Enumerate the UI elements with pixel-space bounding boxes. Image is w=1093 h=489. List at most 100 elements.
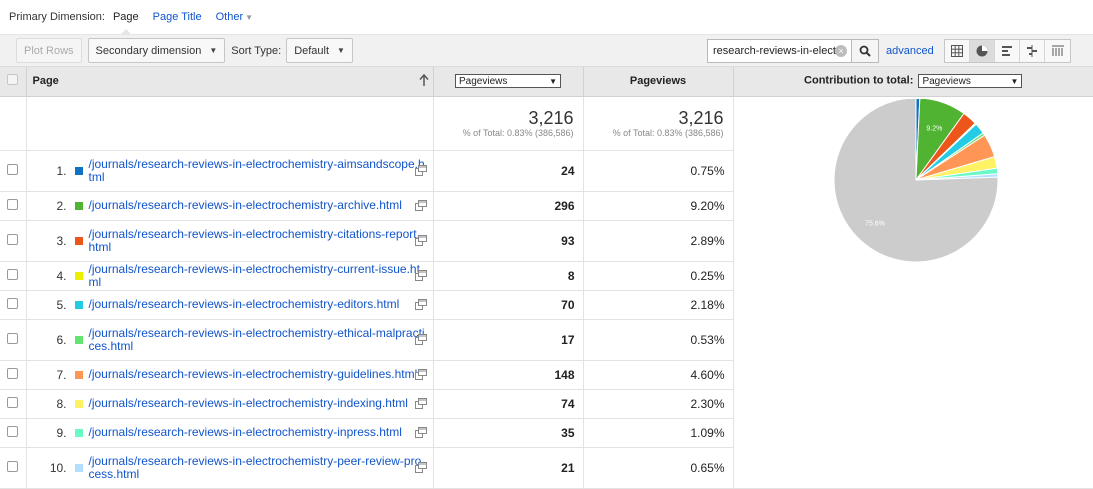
table-toolbar: Plot Rows Secondary dimension▼ Sort Type… [0, 34, 1093, 67]
contribution-select[interactable]: Pageviews ▼ [918, 74, 1022, 88]
page-cell: 9./journals/research-reviews-in-electroc… [26, 418, 433, 447]
page-link[interactable]: /journals/research-reviews-in-electroche… [89, 263, 427, 289]
open-external-icon[interactable] [415, 235, 427, 246]
row-index: 6. [41, 333, 67, 347]
row-checkbox[interactable] [7, 234, 18, 245]
open-external-icon[interactable] [415, 334, 427, 345]
select-all-checkbox[interactable] [7, 74, 18, 85]
row-index: 3. [41, 234, 67, 248]
metric-select-header: Pageviews▼ [433, 67, 583, 96]
total-value-2: 3,216 [584, 108, 733, 128]
row-index: 2. [41, 199, 67, 213]
open-external-icon[interactable] [415, 427, 427, 438]
row-checkbox[interactable] [7, 333, 18, 344]
advanced-filter-link[interactable]: advanced [886, 45, 934, 57]
series-color-swatch [75, 167, 83, 175]
page-link[interactable]: /journals/research-reviews-in-electroche… [89, 397, 427, 410]
total-sub-2: % of Total: 0.83% (386,586) [584, 128, 733, 138]
page-cell: 2. /journals/research-reviews-in-electroc… [26, 191, 433, 220]
view-term-cloud-button[interactable] [1045, 40, 1070, 62]
pageviews-column-header[interactable]: Pageviews [583, 67, 733, 96]
pageviews-value: 17 [433, 319, 583, 360]
dimension-page-title-link[interactable]: Page Title [153, 11, 202, 23]
series-color-swatch [75, 272, 83, 280]
pageviews-value: 296 [433, 191, 583, 220]
page-column-label: Page [33, 75, 59, 87]
view-table-button[interactable] [945, 40, 970, 62]
page-link[interactable]: /journals/research-reviews-in-electroche… [89, 327, 427, 353]
pageviews-value: 148 [433, 360, 583, 389]
pie-chart-icon [976, 45, 988, 57]
chevron-down-icon: ▼ [549, 77, 557, 86]
row-checkbox[interactable] [7, 298, 18, 309]
metric-select[interactable]: Pageviews▼ [455, 74, 561, 88]
pageviews-value: 8 [433, 261, 583, 290]
data-table: Page Pageviews▼ Pageviews Contribution t… [0, 67, 1093, 489]
row-checkbox[interactable] [7, 368, 18, 379]
open-external-icon[interactable] [415, 200, 427, 211]
table-header-row: Page Pageviews▼ Pageviews Contribution t… [0, 67, 1093, 96]
series-color-swatch [75, 371, 83, 379]
view-comparison-button[interactable] [1020, 40, 1045, 62]
row-checkbox[interactable] [7, 426, 18, 437]
contribution-select-value: Pageviews [922, 76, 970, 87]
page-cell: 8./journals/research-reviews-in-electroc… [26, 389, 433, 418]
pie-slice-label: 75.6% [865, 220, 885, 227]
pageviews-percent: 1.09% [583, 418, 733, 447]
sort-arrow-up-icon[interactable] [419, 74, 429, 89]
pageviews-column-label: Pageviews [630, 75, 686, 87]
search-input[interactable]: research-reviews-in-electr × [707, 39, 852, 63]
open-external-icon[interactable] [415, 398, 427, 409]
contribution-pie-chart: 9.2%75.6% [734, 99, 1093, 299]
plot-rows-button[interactable]: Plot Rows [16, 38, 82, 63]
page-link[interactable]: /journals/research-reviews-in-electroche… [89, 368, 427, 381]
row-checkbox[interactable] [7, 461, 18, 472]
page-link[interactable]: /journals/research-reviews-in-electroche… [89, 455, 427, 481]
row-checkbox-cell [0, 447, 26, 488]
sort-type-dropdown[interactable]: Default▼ [286, 38, 353, 63]
series-color-swatch [75, 301, 83, 309]
row-checkbox[interactable] [7, 269, 18, 280]
view-pie-button[interactable] [970, 40, 995, 62]
view-switcher [944, 39, 1071, 63]
search-button[interactable] [851, 39, 879, 63]
pageviews-percent: 2.89% [583, 220, 733, 261]
row-checkbox[interactable] [7, 164, 18, 175]
dimension-other-dropdown[interactable]: Other▼ [216, 11, 253, 23]
clear-search-icon[interactable]: × [835, 45, 847, 57]
open-external-icon[interactable] [415, 270, 427, 281]
grid-icon [951, 45, 963, 57]
secondary-dimension-dropdown[interactable]: Secondary dimension▼ [88, 38, 226, 63]
pageviews-percent: 0.53% [583, 319, 733, 360]
row-checkbox[interactable] [7, 199, 18, 210]
pageviews-percent: 0.65% [583, 447, 733, 488]
page-link[interactable]: /journals/research-reviews-in-electroche… [89, 298, 427, 311]
series-color-swatch [75, 237, 83, 245]
chevron-down-icon: ▼ [1011, 77, 1019, 86]
page-link[interactable]: /journals/research-reviews-in-electroche… [89, 199, 427, 212]
primary-dimension-bar: Primary Dimension: Page Page Title Other… [0, 0, 1093, 34]
open-external-icon[interactable] [415, 369, 427, 380]
row-checkbox-cell [0, 360, 26, 389]
page-link[interactable]: /journals/research-reviews-in-electroche… [89, 228, 427, 254]
pageviews-value: 70 [433, 290, 583, 319]
page-cell: 4./journals/research-reviews-in-electroc… [26, 261, 433, 290]
open-external-icon[interactable] [415, 462, 427, 473]
page-column-header[interactable]: Page [26, 67, 433, 96]
dimension-other-label: Other [216, 11, 244, 23]
chevron-down-icon: ▼ [245, 13, 253, 22]
row-checkbox-cell [0, 150, 26, 191]
pageviews-percent: 2.18% [583, 290, 733, 319]
totals-row: 3,216 % of Total: 0.83% (386,586) 3,216 … [0, 96, 1093, 150]
row-index: 7. [41, 368, 67, 382]
view-performance-button[interactable] [995, 40, 1020, 62]
select-all-cell [0, 67, 26, 96]
search-input-value: research-reviews-in-electr [713, 45, 839, 57]
page-link[interactable]: /journals/research-reviews-in-electroche… [89, 158, 427, 184]
open-external-icon[interactable] [415, 299, 427, 310]
page-cell: 10./journals/research-reviews-in-electro… [26, 447, 433, 488]
open-external-icon[interactable] [415, 165, 427, 176]
series-color-swatch [75, 429, 83, 437]
page-link[interactable]: /journals/research-reviews-in-electroche… [89, 426, 427, 439]
row-checkbox[interactable] [7, 397, 18, 408]
